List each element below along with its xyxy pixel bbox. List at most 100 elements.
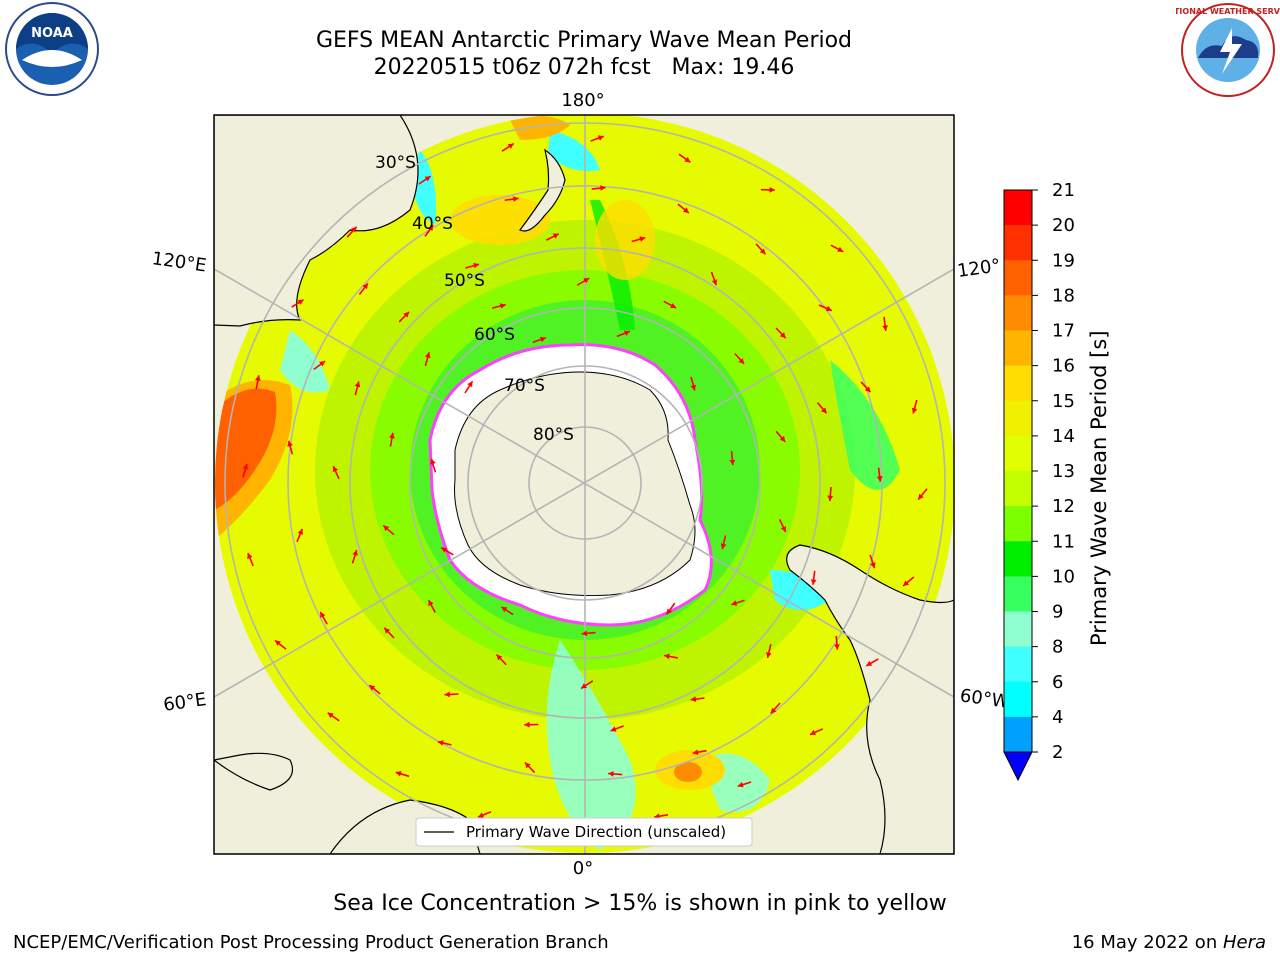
colorbar-segment <box>1004 295 1032 331</box>
wave-arrow <box>430 458 437 473</box>
wave-arrow <box>834 635 840 650</box>
wave-arrow <box>398 311 410 323</box>
lat-label-60s: 60°S <box>474 325 515 345</box>
wave-arrow <box>876 467 883 482</box>
wave-arrow <box>766 644 772 659</box>
colorbar-tick-label: 13 <box>1052 461 1075 482</box>
wave-arrow <box>591 185 606 191</box>
colorbar-extend-arrow <box>1003 751 1033 782</box>
noaa-logo: NOAA <box>5 2 99 96</box>
wave-arrow <box>491 303 506 309</box>
australia <box>214 115 419 327</box>
colorbar-segment <box>1004 471 1032 507</box>
footer-date-text: 16 May 2022 on <box>1071 932 1223 953</box>
colorbar-segment <box>1004 681 1032 718</box>
wave-arrow <box>810 570 817 585</box>
wave-arrow <box>358 282 369 295</box>
wave-arrow <box>616 330 631 338</box>
graticule <box>214 115 954 854</box>
wave-arrow <box>710 271 718 286</box>
colorbar-tick-label: 8 <box>1052 637 1063 658</box>
noaa-logo-text: NOAA <box>31 26 73 41</box>
wave-arrow <box>464 380 474 394</box>
wave-arrow <box>590 135 605 142</box>
colorbar-tick-label: 17 <box>1052 321 1075 342</box>
wave-arrow <box>678 153 691 163</box>
colorbar-segment <box>1004 611 1032 648</box>
wave-arrow <box>917 488 928 501</box>
colorbar-segment <box>1004 365 1032 402</box>
wave-arrow <box>351 549 358 564</box>
colorbar-tick-label: 2 <box>1052 742 1063 763</box>
wave-arrow <box>755 243 767 255</box>
south-america <box>786 540 954 854</box>
wave-arrow <box>382 524 395 536</box>
wave-arrow <box>368 684 381 695</box>
latitude-labels: 30°S 40°S 50°S 60°S 70°S 80°S <box>375 153 574 445</box>
wave-arrow <box>532 336 547 344</box>
wave-arrow <box>427 599 436 613</box>
wave-arrow <box>440 547 454 556</box>
lat-label-50s: 50°S <box>444 271 485 291</box>
colorbar-segment <box>1004 190 1032 226</box>
colorbar-segment <box>1004 260 1032 296</box>
map-frame <box>213 114 955 855</box>
legend-label: Primary Wave Direction (unscaled) <box>466 823 726 841</box>
wave-arrow <box>827 487 834 502</box>
wave-arrow <box>389 432 395 447</box>
nws-logo: NATIONAL WEATHER SERVICE <box>1176 3 1280 97</box>
colorbar-tick-label: 10 <box>1052 566 1075 587</box>
sea-ice-caption: Sea Ice Concentration > 15% is shown in … <box>333 891 947 916</box>
wave-arrow <box>524 761 536 774</box>
wave-arrow <box>504 196 519 202</box>
colorbar-tick-label: 16 <box>1052 356 1075 377</box>
colorbar-segment <box>1004 646 1032 683</box>
wave-arrow <box>296 528 304 543</box>
wave-arrow <box>608 771 623 777</box>
wave-arrow <box>818 304 833 312</box>
map-legend: Primary Wave Direction (unscaled) <box>415 817 753 847</box>
wave-arrow <box>830 244 844 253</box>
colorbar-tick-label: 15 <box>1052 391 1075 412</box>
wave-arrow <box>720 535 727 550</box>
colorbar-segment <box>1004 716 1032 753</box>
wave-arrow <box>383 627 395 639</box>
lon-label-180: 180° <box>561 90 604 111</box>
nws-logo-text: NATIONAL WEATHER SERVICE <box>1176 7 1280 16</box>
lon-label-60w: 60°W <box>959 685 1011 713</box>
wave-arrow <box>418 175 432 185</box>
antarctic-continent <box>454 371 696 597</box>
lon-label-120w: 120° <box>956 255 1002 282</box>
colorbar-segment <box>1004 435 1032 472</box>
wave-arrow <box>576 277 590 286</box>
colorbar-segment <box>1004 576 1032 612</box>
wave-arrow <box>444 691 459 698</box>
wave-arrow <box>332 465 340 480</box>
wave-direction-arrows <box>242 135 928 820</box>
wave-arrow <box>692 749 707 756</box>
wave-arrow <box>816 402 828 414</box>
lat-label-40s: 40°S <box>412 214 453 234</box>
colorbar-tick-label: 18 <box>1052 285 1075 306</box>
footer-credit: NCEP/EMC/Verification Post Processing Pr… <box>13 932 609 953</box>
wave-arrow <box>319 611 328 625</box>
wave-arrow <box>424 224 434 237</box>
colorbar-tick-label: 20 <box>1052 215 1075 236</box>
wave-arrow <box>778 519 787 533</box>
wave-arrow <box>902 576 915 587</box>
wave-arrow <box>882 316 888 331</box>
colorbar-label: Primary Wave Mean Period [s] <box>1087 330 1111 646</box>
wave-arrow <box>731 599 745 606</box>
colorbar-tick-label: 12 <box>1052 496 1075 517</box>
wave-arrow <box>501 142 515 152</box>
colorbar-tick-label: 9 <box>1052 602 1063 623</box>
colorbar-segment <box>1004 400 1032 437</box>
colorbar: 21 20 19 18 17 16 15 14 13 12 11 10 9 8 6 4 2 <box>1003 180 1075 782</box>
wave-arrow <box>395 771 410 778</box>
lat-label-70s: 70°S <box>504 376 545 396</box>
colorbar-tick-label: 6 <box>1052 672 1063 693</box>
map-title: GEFS MEAN Antarctic Primary Wave Mean Pe… <box>315 28 853 53</box>
africa-tip <box>214 752 294 791</box>
wave-arrow <box>424 352 431 367</box>
wave-arrow <box>690 376 697 391</box>
